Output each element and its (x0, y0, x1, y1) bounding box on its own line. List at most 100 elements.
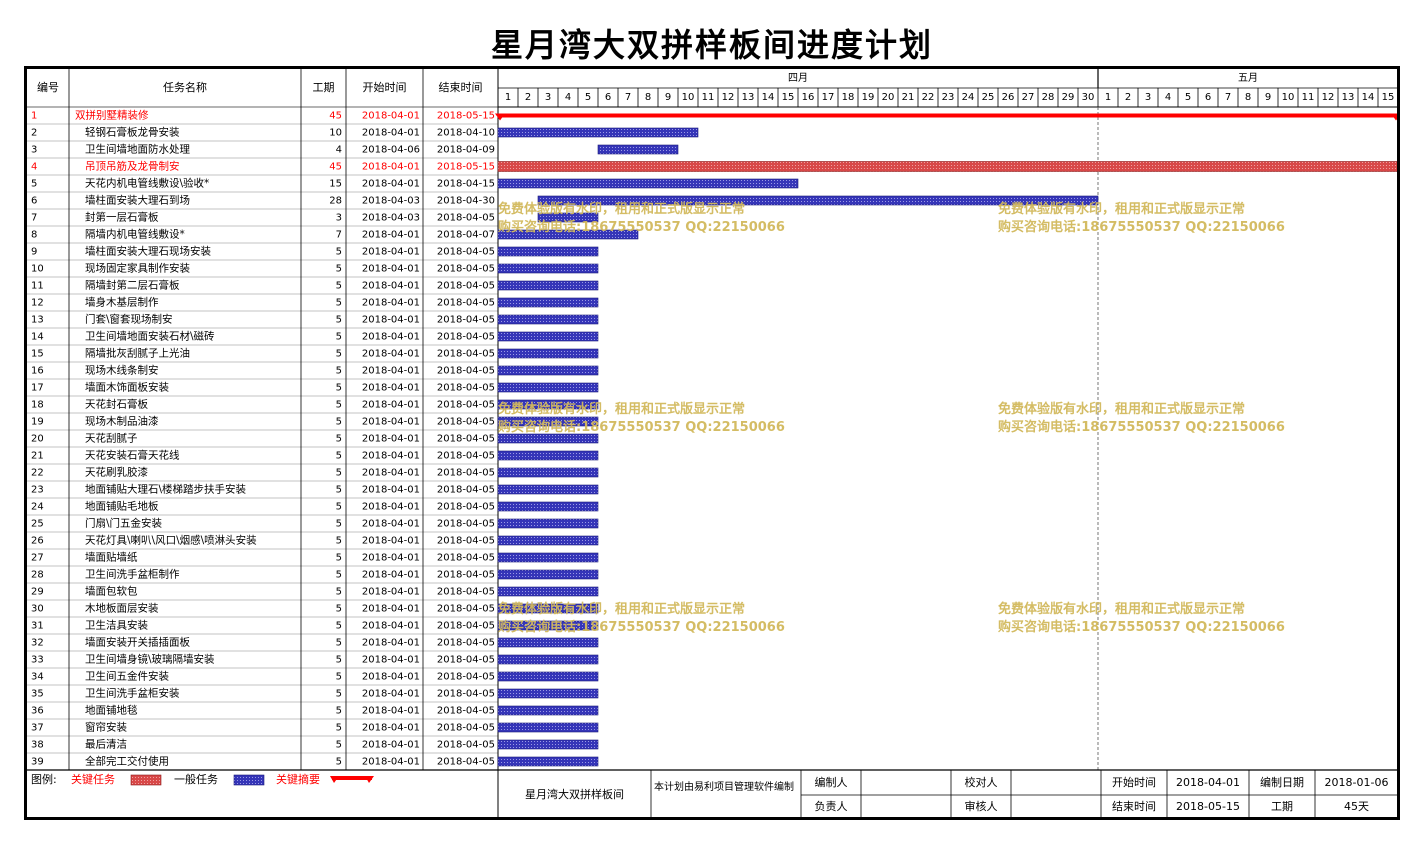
task-no: 18 (31, 400, 44, 411)
task-bar (497, 552, 599, 563)
task-start: 2018-04-01 (362, 264, 420, 275)
legend-summary-label: 关键摘要 (276, 772, 320, 786)
footer-note: 本计划由易利项目管理软件编制 (654, 780, 794, 793)
task-duration: 5 (336, 689, 342, 700)
task-name: 窗帘安装 (85, 721, 127, 734)
task-start: 2018-04-01 (362, 723, 420, 734)
task-no: 33 (31, 655, 44, 666)
task-end: 2018-04-05 (437, 553, 495, 564)
day-label: 15 (782, 92, 795, 103)
task-bar (497, 705, 599, 716)
task-no: 36 (31, 706, 44, 717)
task-start: 2018-04-01 (362, 383, 420, 394)
task-end: 2018-04-05 (437, 587, 495, 598)
task-bar (497, 603, 599, 614)
task-name: 卫生洁具安装 (85, 619, 148, 632)
day-label: 13 (1342, 92, 1355, 103)
task-no: 19 (31, 417, 44, 428)
day-label: 11 (702, 92, 715, 103)
task-duration: 5 (336, 332, 342, 343)
task-bar (497, 722, 599, 733)
task-name: 墙身木基层制作 (85, 296, 159, 309)
task-start: 2018-04-01 (362, 281, 420, 292)
task-end: 2018-04-05 (437, 706, 495, 717)
day-label: 9 (1265, 92, 1271, 103)
task-start: 2018-04-01 (362, 230, 420, 241)
task-duration: 5 (336, 247, 342, 258)
footer-duration-value: 45天 (1344, 800, 1369, 813)
task-no: 21 (31, 451, 44, 462)
task-duration: 5 (336, 417, 342, 428)
task-bar (497, 688, 599, 699)
task-end: 2018-04-05 (437, 400, 495, 411)
footer-end-label: 结束时间 (1112, 800, 1156, 813)
task-start: 2018-04-01 (362, 485, 420, 496)
task-name: 墙面安装开关插插面板 (85, 636, 190, 649)
task-end: 2018-04-05 (437, 604, 495, 615)
task-start: 2018-04-01 (362, 434, 420, 445)
task-no: 25 (31, 519, 44, 530)
task-name: 最后清洁 (85, 738, 127, 751)
day-label: 25 (982, 92, 995, 103)
task-start: 2018-04-01 (362, 400, 420, 411)
task-start: 2018-04-01 (362, 468, 420, 479)
task-no: 20 (31, 434, 44, 445)
task-end: 2018-04-05 (437, 434, 495, 445)
summary-end-marker (1391, 113, 1397, 121)
task-start: 2018-04-01 (362, 757, 420, 768)
task-no: 10 (31, 264, 44, 275)
task-end: 2018-04-05 (437, 502, 495, 513)
task-name: 吊顶吊筋及龙骨制安 (85, 160, 180, 173)
task-no: 34 (31, 672, 44, 683)
task-name: 卫生间洗手盆柜制作 (85, 568, 180, 581)
task-name: 墙柱面安装大理石到场 (85, 194, 190, 207)
task-name: 卫生间墙身镜\玻璃隔墙安装 (85, 653, 215, 666)
task-no: 26 (31, 536, 44, 547)
task-name: 天花刷乳胶漆 (85, 466, 148, 479)
task-end: 2018-04-05 (437, 672, 495, 683)
task-duration: 5 (336, 519, 342, 530)
day-label: 21 (902, 92, 915, 103)
day-label: 10 (682, 92, 695, 103)
task-name: 全部完工交付使用 (85, 755, 169, 768)
task-no: 23 (31, 485, 44, 496)
task-end: 2018-04-05 (437, 757, 495, 768)
task-end: 2018-04-05 (437, 417, 495, 428)
day-label: 24 (962, 92, 975, 103)
task-no: 35 (31, 689, 44, 700)
legend-normal-swatch (233, 774, 265, 786)
task-no: 2 (31, 128, 37, 139)
task-start: 2018-04-01 (362, 740, 420, 751)
task-name: 隔墙内机电管线敷设* (85, 228, 185, 241)
task-end: 2018-04-05 (437, 315, 495, 326)
task-name: 墙面木饰面板安装 (85, 381, 169, 394)
task-start: 2018-04-01 (362, 128, 420, 139)
task-end: 2018-04-05 (437, 213, 495, 224)
task-bar (497, 178, 799, 189)
day-label: 2 (1125, 92, 1131, 103)
task-bar (497, 501, 599, 512)
task-no: 11 (31, 281, 44, 292)
footer-editor-label: 编制人 (815, 775, 848, 789)
task-end: 2018-04-05 (437, 519, 495, 530)
task-duration: 5 (336, 553, 342, 564)
task-end: 2018-04-05 (437, 689, 495, 700)
task-end: 2018-04-05 (437, 570, 495, 581)
task-no: 12 (31, 298, 44, 309)
footer-owner-label: 负责人 (815, 799, 848, 813)
task-no: 1 (31, 111, 37, 122)
task-name: 地面铺贴毛地板 (85, 500, 159, 513)
task-name: 墙柱面安装大理石现场安装 (85, 245, 211, 258)
day-label: 14 (1362, 92, 1375, 103)
task-bar (497, 229, 639, 240)
task-start: 2018-04-01 (362, 536, 420, 547)
task-duration: 5 (336, 621, 342, 632)
task-end: 2018-04-09 (437, 145, 495, 156)
header-end: 结束时间 (439, 81, 483, 94)
task-duration: 5 (336, 349, 342, 360)
day-label: 8 (1245, 92, 1251, 103)
day-label: 27 (1022, 92, 1035, 103)
task-no: 37 (31, 723, 44, 734)
task-end: 2018-04-05 (437, 349, 495, 360)
task-bar (497, 620, 599, 631)
